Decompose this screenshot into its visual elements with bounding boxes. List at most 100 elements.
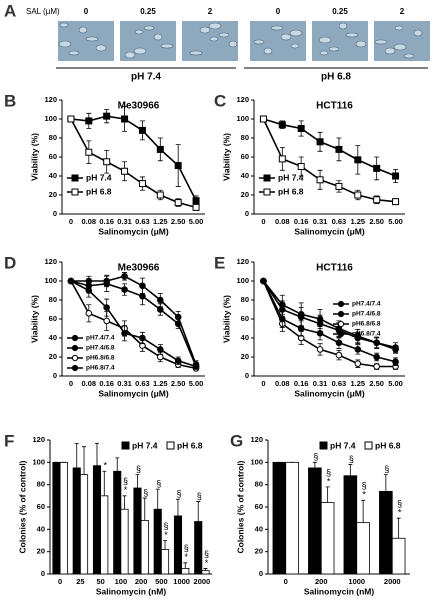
cell [319,50,329,56]
bar [272,461,287,575]
significance-mark: § [184,543,189,553]
y-tick-label: 20 [241,190,249,199]
legend-label: pH 7.4 [86,172,112,182]
marker [157,353,164,361]
marker [174,357,182,365]
bar [113,470,122,575]
cell [355,40,367,48]
series-line [262,280,396,363]
concentration-label: 0 [276,7,281,16]
legend-marker [263,188,271,196]
significance-mark: * [205,558,209,568]
x-axis-title: Salinomycin (μM) [294,226,365,236]
significance-mark: § [156,479,161,489]
error-bar [312,461,317,468]
concentration-label: 0 [84,7,89,16]
y-tick-label: 20 [49,352,57,361]
marker [354,334,362,342]
marker [373,363,380,370]
y-tick-label: 0 [53,209,57,218]
marker [156,191,164,199]
y-tick-label: 60 [241,314,249,323]
y-tick-label: 80 [37,480,45,489]
legend-label: pH7.4/7.4 [352,301,381,308]
cell [199,26,211,34]
marker [103,158,111,166]
marker [297,325,305,332]
x-tick-label: 25 [76,577,84,586]
marker [335,182,343,190]
cell [124,51,136,59]
marker [85,148,93,156]
bar [181,568,190,575]
legend-swatch [166,441,175,450]
cell [263,47,273,55]
bar [343,475,358,575]
x-axis-title: Salinomycin (nM) [304,586,375,596]
cell [209,36,219,42]
cell [328,46,340,52]
marker [373,164,381,172]
x-tick-label: 0.63 [332,217,347,226]
significance-mark: * [185,552,189,562]
x-tick-label: 2.50 [171,217,186,226]
marker [259,115,267,123]
marker [392,172,400,180]
cell [413,29,423,37]
y-tick-label: 60 [241,152,249,161]
marker [316,329,324,337]
marker [392,346,399,353]
bar [320,502,335,575]
bar [92,465,102,575]
marker [192,363,200,370]
x-axis-title: Salinomycin (μM) [294,388,365,398]
y-tick-label: 100 [32,457,45,466]
marker [121,167,129,175]
marker [316,320,324,328]
legend-marker [337,310,345,318]
series-line [70,280,197,368]
x-tick-label: 0 [69,217,73,226]
legend-marker [337,300,345,308]
significance-mark: * [124,485,128,495]
x-tick-label: 5.00 [388,217,403,226]
legend-swatch [121,441,130,450]
significance-mark: § [397,499,402,509]
y-tick-label: 20 [49,190,57,199]
marker [392,198,400,206]
legend-marker [71,188,79,196]
error-bar [142,497,147,521]
error-bar [361,499,366,523]
legend-label: pH 6.8 [278,186,304,196]
error-bar [82,446,87,475]
cell [95,44,107,52]
marker [335,351,343,359]
y-tick-label: 100 [250,457,263,466]
y-tick-label: 0 [245,209,249,218]
cell [68,50,80,56]
x-tick-label: 0 [69,379,73,388]
marker [103,317,110,325]
y-tick-label: 60 [49,314,57,323]
x-tick-label: 1000 [348,577,365,586]
x-tick-label: 100 [115,577,128,586]
x-tick-label: 0.31 [117,217,132,226]
marker [139,292,146,300]
significance-mark: * [398,508,402,518]
marker [373,353,380,361]
marker [103,280,110,288]
y-tick-label: 0 [53,371,57,380]
marker [392,358,399,366]
error-bar [115,457,120,472]
chart-title: HCT116 [316,101,353,112]
marker [121,286,128,293]
x-tick-label: 2.50 [369,217,384,226]
y-tick-label: 40 [37,524,45,533]
y-tick-label: 20 [241,352,249,361]
bar [153,508,162,575]
y-tick-label: 20 [255,547,263,556]
x-axis-title: Salinomycin (nM) [96,586,167,596]
bar [79,474,89,575]
x-tick-label: 0.08 [82,379,97,388]
